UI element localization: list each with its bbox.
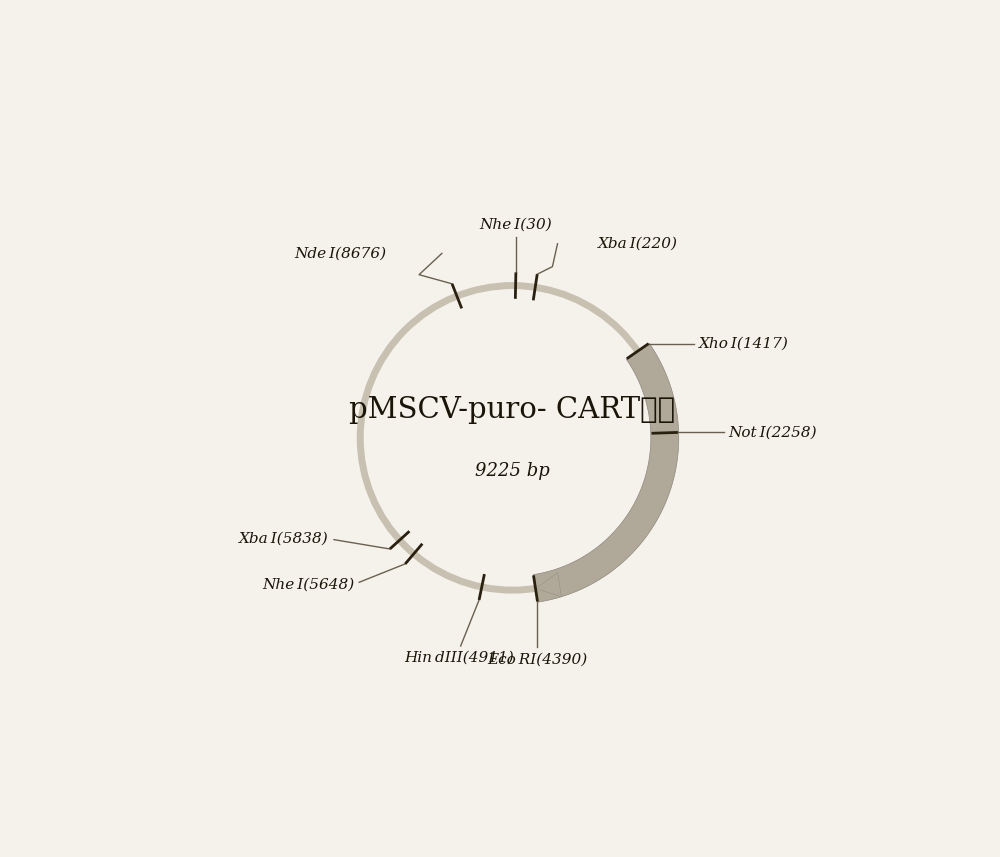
Text: Hin dIII(4911): Hin dIII(4911): [404, 650, 514, 665]
Polygon shape: [533, 343, 679, 602]
Text: Xba I(5838): Xba I(5838): [239, 532, 329, 546]
Text: Nhe I(5648): Nhe I(5648): [262, 577, 354, 591]
Text: Not I(2258): Not I(2258): [729, 425, 817, 440]
Polygon shape: [535, 572, 561, 596]
Text: Eco RI(4390): Eco RI(4390): [487, 652, 588, 666]
Text: pMSCV-puro- CART质粒: pMSCV-puro- CART质粒: [349, 396, 676, 424]
Text: 9225 bp: 9225 bp: [475, 462, 550, 480]
Text: Xba I(220): Xba I(220): [598, 237, 678, 251]
Text: Nhe I(30): Nhe I(30): [480, 218, 552, 231]
Text: Xho I(1417): Xho I(1417): [699, 337, 789, 351]
Text: Nde I(8676): Nde I(8676): [294, 246, 386, 261]
